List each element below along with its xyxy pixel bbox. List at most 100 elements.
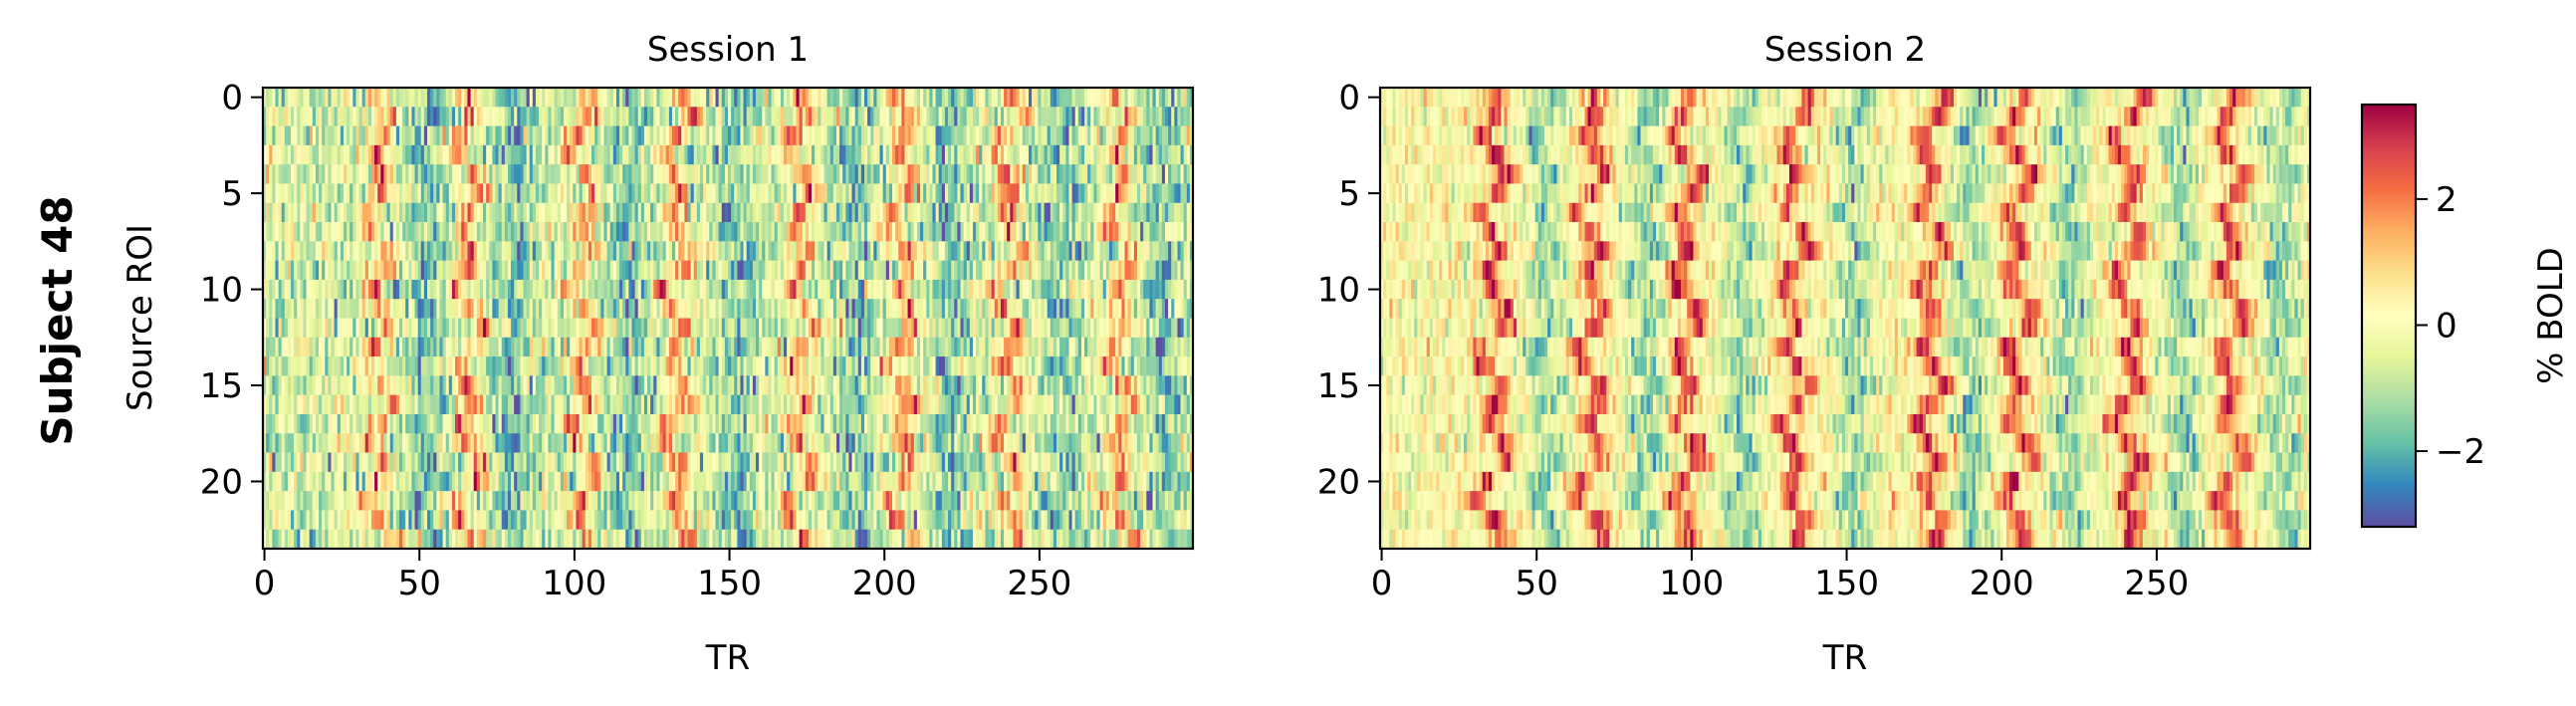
heatmap-cell bbox=[1013, 222, 1018, 242]
heatmap-cell bbox=[495, 144, 500, 165]
heatmap-cell bbox=[991, 375, 996, 396]
heatmap-cell bbox=[737, 164, 742, 185]
heatmap-cell bbox=[625, 183, 629, 204]
heatmap-cell bbox=[699, 164, 704, 185]
heatmap-cell bbox=[1121, 299, 1126, 320]
heatmap-cell bbox=[573, 107, 578, 127]
heatmap-cell bbox=[389, 88, 394, 108]
heatmap-cell bbox=[1022, 107, 1027, 127]
heatmap-cell bbox=[1056, 241, 1060, 262]
heatmap-cell bbox=[529, 125, 534, 146]
heatmap-cell bbox=[662, 260, 667, 281]
heatmap-cell bbox=[944, 337, 949, 357]
heatmap-cell bbox=[377, 241, 381, 262]
heatmap-cell bbox=[420, 299, 425, 320]
heatmap-cell bbox=[1149, 356, 1154, 376]
heatmap-cell bbox=[1186, 107, 1191, 127]
heatmap-cell bbox=[517, 260, 521, 281]
heatmap-cell bbox=[1084, 337, 1088, 357]
heatmap-cell bbox=[551, 356, 556, 376]
heatmap-cell bbox=[1164, 337, 1169, 357]
heatmap-cell bbox=[1186, 222, 1191, 242]
heatmap-cell bbox=[731, 260, 735, 281]
heatmap-cell bbox=[486, 202, 490, 223]
heatmap-cell bbox=[650, 356, 654, 376]
heatmap-cell bbox=[687, 202, 692, 223]
heatmap-cell bbox=[535, 183, 540, 204]
heatmap-cell bbox=[848, 279, 853, 300]
heatmap-cell bbox=[756, 125, 760, 146]
heatmap-cell bbox=[879, 375, 884, 396]
heatmap-cell bbox=[337, 202, 342, 223]
heatmap-cell bbox=[712, 107, 717, 127]
heatmap-cell bbox=[991, 299, 996, 320]
heatmap-cell bbox=[1000, 318, 1005, 339]
heatmap-cell bbox=[1080, 318, 1085, 339]
heatmap-cell bbox=[374, 299, 378, 320]
heatmap-cell bbox=[684, 375, 689, 396]
heatmap-cell bbox=[585, 222, 589, 242]
heatmap-cell bbox=[991, 356, 996, 376]
heatmap-cell bbox=[784, 164, 788, 185]
heatmap-cell bbox=[835, 356, 840, 376]
heatmap-cell bbox=[703, 337, 707, 357]
heatmap-cell bbox=[920, 125, 924, 146]
heatmap-cell bbox=[1087, 318, 1091, 339]
heatmap-cell bbox=[433, 183, 437, 204]
heatmap-cell bbox=[514, 337, 518, 357]
heatmap-cell bbox=[1124, 318, 1129, 339]
heatmap-cell bbox=[647, 318, 651, 339]
heatmap-cell bbox=[483, 183, 487, 204]
heatmap-cell bbox=[498, 144, 503, 165]
heatmap-cell bbox=[1155, 375, 1160, 396]
heatmap-cell bbox=[805, 375, 810, 396]
heatmap-cell bbox=[343, 299, 348, 320]
heatmap-cell bbox=[762, 375, 766, 396]
heatmap-cell bbox=[269, 299, 273, 320]
heatmap-cell bbox=[507, 299, 512, 320]
heatmap-cell bbox=[724, 107, 729, 127]
heatmap-cell bbox=[492, 107, 497, 127]
heatmap-cell bbox=[1155, 164, 1160, 185]
heatmap-cell bbox=[609, 337, 614, 357]
heatmap-cell bbox=[948, 88, 952, 108]
heatmap-cell bbox=[1022, 375, 1027, 396]
heatmap-cell bbox=[1010, 299, 1015, 320]
heatmap-cell bbox=[405, 125, 409, 146]
heatmap-cell bbox=[675, 356, 679, 376]
heatmap-cell bbox=[812, 279, 816, 300]
heatmap-cell bbox=[526, 260, 531, 281]
heatmap-cell bbox=[402, 125, 406, 146]
heatmap-cell bbox=[1112, 299, 1116, 320]
heatmap-cell bbox=[1146, 125, 1151, 146]
heatmap-cell bbox=[799, 125, 804, 146]
heatmap-cell bbox=[414, 144, 419, 165]
heatmap-cell bbox=[442, 375, 447, 396]
heatmap-cell bbox=[812, 337, 816, 357]
heatmap-cell bbox=[671, 164, 676, 185]
heatmap-cell bbox=[1115, 356, 1119, 376]
heatmap-cell bbox=[907, 164, 912, 185]
heatmap-cell bbox=[420, 164, 425, 185]
heatmap-cell bbox=[696, 260, 701, 281]
heatmap-cell bbox=[622, 107, 626, 127]
heatmap-cell bbox=[1143, 222, 1147, 242]
heatmap-cell bbox=[511, 375, 515, 396]
heatmap-cell bbox=[668, 144, 673, 165]
heatmap-cell bbox=[448, 202, 453, 223]
heatmap-cell bbox=[829, 164, 834, 185]
heatmap-cell bbox=[696, 183, 701, 204]
heatmap-cell bbox=[647, 299, 651, 320]
heatmap-cell bbox=[1152, 318, 1157, 339]
heatmap-cell bbox=[532, 394, 537, 415]
heatmap-cell bbox=[969, 356, 974, 376]
heatmap-cell bbox=[712, 88, 717, 108]
heatmap-cell bbox=[802, 241, 807, 262]
heatmap-cell bbox=[1127, 241, 1132, 262]
heatmap-cell bbox=[361, 164, 366, 185]
heatmap-cell bbox=[1007, 144, 1011, 165]
heatmap-cell bbox=[1035, 299, 1039, 320]
heatmap-cell bbox=[600, 375, 605, 396]
heatmap-cell bbox=[631, 202, 636, 223]
heatmap-cell bbox=[1180, 337, 1185, 357]
